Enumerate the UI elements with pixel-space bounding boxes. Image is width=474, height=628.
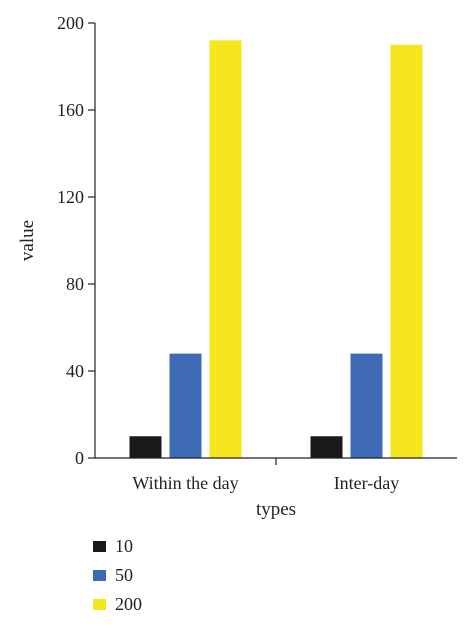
y-tick-label: 160 <box>57 100 84 120</box>
bar-200-0 <box>209 40 242 459</box>
y-tick-label: 120 <box>57 187 84 207</box>
y-tick-label: 80 <box>66 274 84 294</box>
x-axis-ticks: Within the day Inter-day <box>132 458 399 493</box>
bars-group <box>129 40 423 459</box>
legend: 10 50 200 <box>93 536 142 614</box>
legend-swatch-200 <box>93 599 106 610</box>
y-tick-label: 40 <box>66 361 84 381</box>
x-axis-title: types <box>256 499 296 520</box>
y-tick-label: 200 <box>57 13 84 33</box>
legend-label-50: 50 <box>115 565 133 585</box>
legend-label-10: 10 <box>115 536 133 556</box>
x-tick-label: Within the day <box>132 473 238 493</box>
y-axis-ticks: 0 40 80 120 160 200 <box>57 13 95 468</box>
bar-10-0 <box>129 436 162 458</box>
legend-swatch-50 <box>93 570 106 581</box>
bar-50-0 <box>169 353 202 458</box>
y-tick-label: 0 <box>75 448 84 468</box>
bar-50-1 <box>350 353 383 458</box>
bar-10-1 <box>310 436 343 458</box>
bar-200-1 <box>390 44 423 458</box>
y-axis-title: value <box>17 220 38 261</box>
x-tick-label: Inter-day <box>334 473 400 493</box>
legend-label-200: 200 <box>115 594 142 614</box>
legend-swatch-10 <box>93 541 106 552</box>
